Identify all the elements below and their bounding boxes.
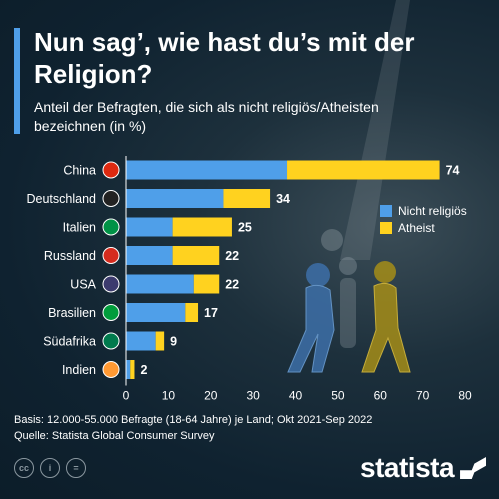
category-label: USA — [70, 278, 96, 292]
country-flag-icon — [102, 361, 120, 378]
x-tick-label: 70 — [416, 389, 430, 403]
x-tick-label: 20 — [204, 389, 218, 403]
attribution-icon: i — [40, 458, 60, 478]
statista-logo-icon — [460, 457, 487, 479]
category-label: Brasilien — [48, 306, 96, 320]
bar-segment — [126, 274, 194, 294]
category-label: Italien — [63, 221, 96, 235]
country-flag-icon — [102, 247, 120, 264]
country-flag-icon — [102, 218, 120, 236]
legend-item-nicht-religioes: Nicht religiös — [380, 202, 467, 219]
bar-segment — [126, 189, 224, 208]
bar-segment — [172, 217, 232, 237]
legend-swatch-atheist — [380, 221, 392, 234]
no-derivatives-icon: = — [66, 458, 86, 478]
category-label: Deutschland — [27, 192, 97, 206]
bar-segment — [126, 303, 186, 322]
bar-segment — [126, 246, 173, 265]
x-tick-label: 30 — [246, 389, 260, 403]
chart-subtitle: Anteil der Befragten, die sich als nicht… — [34, 99, 379, 134]
bar-segment — [126, 331, 156, 351]
walking-person-yellow-illustration — [361, 261, 411, 373]
legend-swatch-nicht-religioes — [380, 204, 392, 217]
country-flag-icon — [102, 161, 120, 179]
total-value-label: 25 — [238, 221, 252, 235]
legend-label: Atheist — [398, 220, 435, 235]
total-value-label: 34 — [276, 192, 290, 206]
x-tick-label: 40 — [289, 389, 303, 403]
bars-group — [126, 160, 440, 379]
bar-segment — [193, 274, 220, 294]
bar-segment — [126, 160, 288, 180]
country-flag-icon — [102, 332, 120, 350]
creative-commons-icon: cc — [14, 458, 34, 478]
basis-note: Basis: 12.000-55.000 Befragte (18-64 Jah… — [14, 414, 373, 426]
statista-logo: statista — [360, 452, 487, 484]
source-note: Quelle: Statista Global Consumer Survey — [14, 430, 215, 442]
x-tick-label: 0 — [123, 389, 130, 403]
spotlight-beam-decoration — [340, 0, 410, 260]
total-value-label: 2 — [140, 363, 147, 377]
category-label: Indien — [62, 363, 96, 377]
total-value-label: 17 — [204, 306, 218, 320]
bar-segment — [130, 360, 135, 379]
total-value-label: 22 — [225, 278, 239, 292]
x-tick-label: 60 — [374, 389, 388, 403]
total-value-label: 9 — [170, 335, 177, 349]
category-label: Südafrika — [43, 335, 96, 349]
logo-text: statista — [360, 452, 455, 483]
total-value-label: 22 — [225, 249, 239, 263]
labels-group: China 74 Deutschland 34 Italien 25 Russland 22 U… — [27, 164, 460, 378]
footer-notes: Basis: 12.000-55.000 Befragte (18-64 Jah… — [14, 412, 372, 444]
country-flag-icon — [102, 275, 120, 293]
x-axis: 0 10 20 30 40 50 60 70 80 — [123, 156, 472, 403]
bar-segment — [185, 303, 199, 322]
bar-segment — [223, 189, 271, 208]
country-flag-icon — [102, 304, 120, 321]
legend-label: Nicht religiös — [398, 203, 467, 218]
license-icons: cc i = — [14, 458, 86, 478]
country-flag-icon — [102, 190, 120, 207]
title-accent-bar — [14, 28, 20, 134]
total-value-label: 74 — [446, 164, 460, 178]
bar-segment — [126, 217, 173, 237]
walking-person-blue-illustration — [287, 263, 335, 373]
legend-item-atheist: Atheist — [380, 219, 467, 236]
country-flags — [102, 161, 120, 378]
bar-segment — [287, 160, 440, 180]
bar-segment — [126, 360, 131, 379]
chart-title: Nun sag’, wie hast du’s mit der Religion… — [34, 27, 415, 89]
category-label: China — [63, 164, 96, 178]
legend: Nicht religiös Atheist — [380, 202, 467, 236]
x-tick-label: 50 — [331, 389, 345, 403]
category-label: Russland — [44, 249, 96, 263]
bar-segment — [172, 246, 220, 265]
faint-people-silhouettes-illustration — [321, 229, 357, 348]
bar-segment — [155, 331, 165, 351]
x-tick-label: 10 — [162, 389, 176, 403]
x-tick-label: 80 — [458, 389, 472, 403]
